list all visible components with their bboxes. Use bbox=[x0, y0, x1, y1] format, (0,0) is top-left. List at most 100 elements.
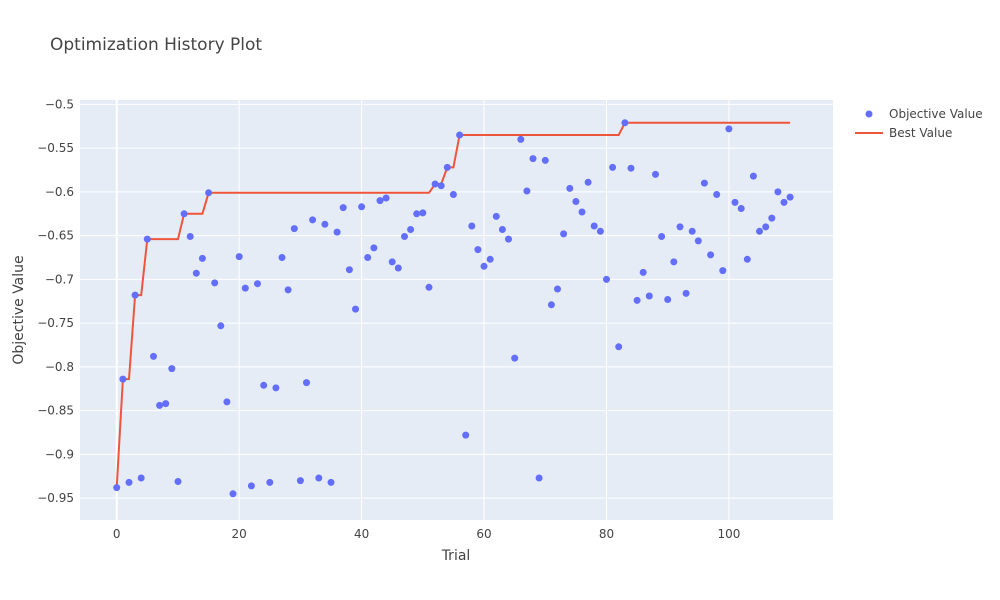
objective-point[interactable] bbox=[737, 205, 745, 212]
objective-point[interactable] bbox=[609, 163, 617, 171]
objective-point[interactable] bbox=[321, 220, 329, 228]
objective-point[interactable] bbox=[768, 214, 776, 222]
objective-point[interactable] bbox=[468, 222, 476, 230]
objective-point[interactable] bbox=[290, 225, 298, 233]
objective-point[interactable] bbox=[749, 172, 757, 180]
objective-point[interactable] bbox=[670, 258, 678, 266]
objective-point[interactable] bbox=[358, 203, 366, 211]
objective-point[interactable] bbox=[309, 216, 317, 224]
objective-point[interactable] bbox=[296, 477, 304, 485]
objective-point[interactable] bbox=[682, 289, 690, 297]
objective-point[interactable] bbox=[217, 322, 225, 330]
objective-point[interactable] bbox=[382, 194, 390, 202]
objective-point[interactable] bbox=[621, 119, 629, 127]
objective-point[interactable] bbox=[615, 343, 623, 351]
objective-point[interactable] bbox=[603, 275, 610, 283]
objective-point[interactable] bbox=[401, 233, 408, 240]
objective-point[interactable] bbox=[590, 222, 598, 230]
objective-point[interactable] bbox=[303, 379, 310, 387]
objective-point[interactable] bbox=[517, 135, 525, 143]
objective-point[interactable] bbox=[688, 227, 696, 235]
objective-point[interactable] bbox=[694, 237, 702, 245]
objective-point[interactable] bbox=[456, 131, 464, 139]
legend-best-label[interactable]: Best Value bbox=[889, 126, 952, 140]
objective-point[interactable] bbox=[254, 280, 261, 288]
objective-point[interactable] bbox=[192, 269, 200, 277]
objective-point[interactable] bbox=[370, 244, 378, 252]
objective-point[interactable] bbox=[664, 296, 672, 303]
objective-point[interactable] bbox=[437, 182, 445, 190]
objective-point[interactable] bbox=[223, 398, 231, 406]
objective-point[interactable] bbox=[498, 226, 506, 233]
objective-point[interactable] bbox=[266, 478, 274, 486]
objective-point[interactable] bbox=[431, 180, 439, 188]
objective-point[interactable] bbox=[658, 233, 666, 240]
objective-point[interactable] bbox=[554, 285, 561, 293]
objective-point[interactable] bbox=[572, 198, 580, 205]
objective-point[interactable] bbox=[388, 258, 396, 266]
objective-point[interactable] bbox=[560, 230, 568, 238]
objective-point[interactable] bbox=[260, 381, 268, 389]
objective-point[interactable] bbox=[168, 365, 176, 373]
objective-point[interactable] bbox=[229, 490, 237, 498]
objective-point[interactable] bbox=[462, 431, 470, 439]
objective-point[interactable] bbox=[474, 246, 482, 254]
objective-point[interactable] bbox=[125, 478, 133, 486]
objective-point[interactable] bbox=[756, 227, 763, 235]
objective-point[interactable] bbox=[523, 187, 531, 195]
objective-point[interactable] bbox=[713, 191, 721, 198]
objective-point[interactable] bbox=[327, 478, 335, 486]
objective-point[interactable] bbox=[707, 251, 715, 259]
objective-point[interactable] bbox=[566, 184, 574, 192]
objective-point[interactable] bbox=[315, 474, 323, 482]
objective-point[interactable] bbox=[443, 163, 451, 171]
objective-point[interactable] bbox=[162, 400, 170, 408]
objective-point[interactable] bbox=[186, 233, 194, 240]
objective-point[interactable] bbox=[786, 193, 794, 201]
objective-point[interactable] bbox=[419, 209, 427, 217]
objective-point[interactable] bbox=[180, 210, 188, 218]
objective-point[interactable] bbox=[731, 198, 739, 206]
objective-point[interactable] bbox=[596, 227, 604, 235]
objective-point[interactable] bbox=[719, 267, 727, 275]
objective-point[interactable] bbox=[235, 253, 243, 261]
objective-point[interactable] bbox=[137, 474, 145, 482]
objective-point[interactable] bbox=[492, 212, 500, 220]
objective-point[interactable] bbox=[743, 255, 751, 263]
objective-point[interactable] bbox=[143, 235, 151, 243]
objective-point[interactable] bbox=[774, 188, 782, 196]
objective-point[interactable] bbox=[205, 189, 213, 197]
objective-point[interactable] bbox=[762, 223, 770, 231]
objective-point[interactable] bbox=[284, 286, 292, 294]
objective-point[interactable] bbox=[639, 268, 647, 276]
objective-point[interactable] bbox=[339, 204, 347, 212]
objective-point[interactable] bbox=[352, 305, 359, 313]
legend-objective-marker[interactable] bbox=[865, 110, 873, 118]
objective-point[interactable] bbox=[407, 226, 415, 233]
objective-point[interactable] bbox=[633, 296, 641, 304]
objective-point[interactable] bbox=[627, 164, 635, 172]
objective-point[interactable] bbox=[113, 484, 121, 492]
objective-point[interactable] bbox=[333, 228, 341, 236]
objective-point[interactable] bbox=[376, 197, 384, 205]
objective-point[interactable] bbox=[529, 155, 537, 163]
objective-point[interactable] bbox=[535, 474, 543, 482]
objective-point[interactable] bbox=[700, 179, 708, 187]
objective-point[interactable] bbox=[174, 478, 182, 485]
objective-point[interactable] bbox=[247, 482, 255, 490]
objective-point[interactable] bbox=[413, 210, 421, 218]
objective-point[interactable] bbox=[119, 375, 127, 383]
objective-point[interactable] bbox=[364, 254, 372, 261]
objective-point[interactable] bbox=[131, 291, 139, 299]
legend-objective-label[interactable]: Objective Value bbox=[889, 107, 983, 121]
objective-point[interactable] bbox=[211, 279, 219, 287]
objective-point[interactable] bbox=[676, 223, 684, 231]
objective-point[interactable] bbox=[780, 198, 788, 206]
objective-point[interactable] bbox=[150, 352, 157, 360]
objective-point[interactable] bbox=[278, 254, 286, 261]
objective-point[interactable] bbox=[198, 254, 206, 262]
objective-point[interactable] bbox=[241, 284, 249, 292]
objective-point[interactable] bbox=[584, 178, 592, 186]
objective-point[interactable] bbox=[394, 264, 402, 272]
objective-point[interactable] bbox=[480, 262, 488, 270]
